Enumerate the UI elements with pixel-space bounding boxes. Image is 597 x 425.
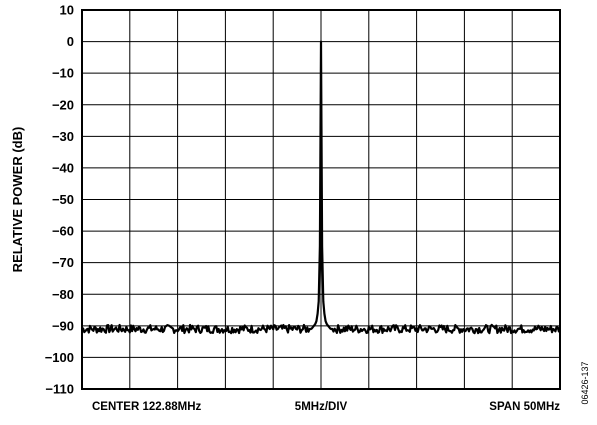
y-tick-label: −60 xyxy=(52,224,74,239)
y-tick-label: −30 xyxy=(52,129,74,144)
y-tick-label: −90 xyxy=(52,318,74,333)
y-axis-label: RELATIVE POWER (dB) xyxy=(10,127,25,273)
span-label: SPAN 50MHz xyxy=(489,401,560,413)
spectrum-trace xyxy=(81,40,562,335)
y-tick-labels: 10 0 −10 −20 −30 −40 −50 −60 −70 −80 −90 −100 −110 xyxy=(45,3,74,397)
y-tick-label: −10 xyxy=(52,66,74,81)
y-tick-label: −110 xyxy=(45,382,74,397)
y-tick-label: −20 xyxy=(52,97,74,112)
plot-frame xyxy=(81,9,561,390)
y-tick-label: −80 xyxy=(52,287,74,302)
y-tick-label: 10 xyxy=(60,3,74,18)
figure-id: 06426-137 xyxy=(580,361,590,404)
division-label: 5MHz/DIV xyxy=(295,401,348,413)
y-tick-label: −40 xyxy=(52,160,74,175)
y-tick-label: −50 xyxy=(52,192,74,207)
y-tick-label: 0 xyxy=(67,34,74,49)
y-tick-label: −100 xyxy=(45,350,74,365)
center-frequency-label: CENTER 122.88MHz xyxy=(92,401,202,413)
y-tick-label: −70 xyxy=(52,255,74,270)
